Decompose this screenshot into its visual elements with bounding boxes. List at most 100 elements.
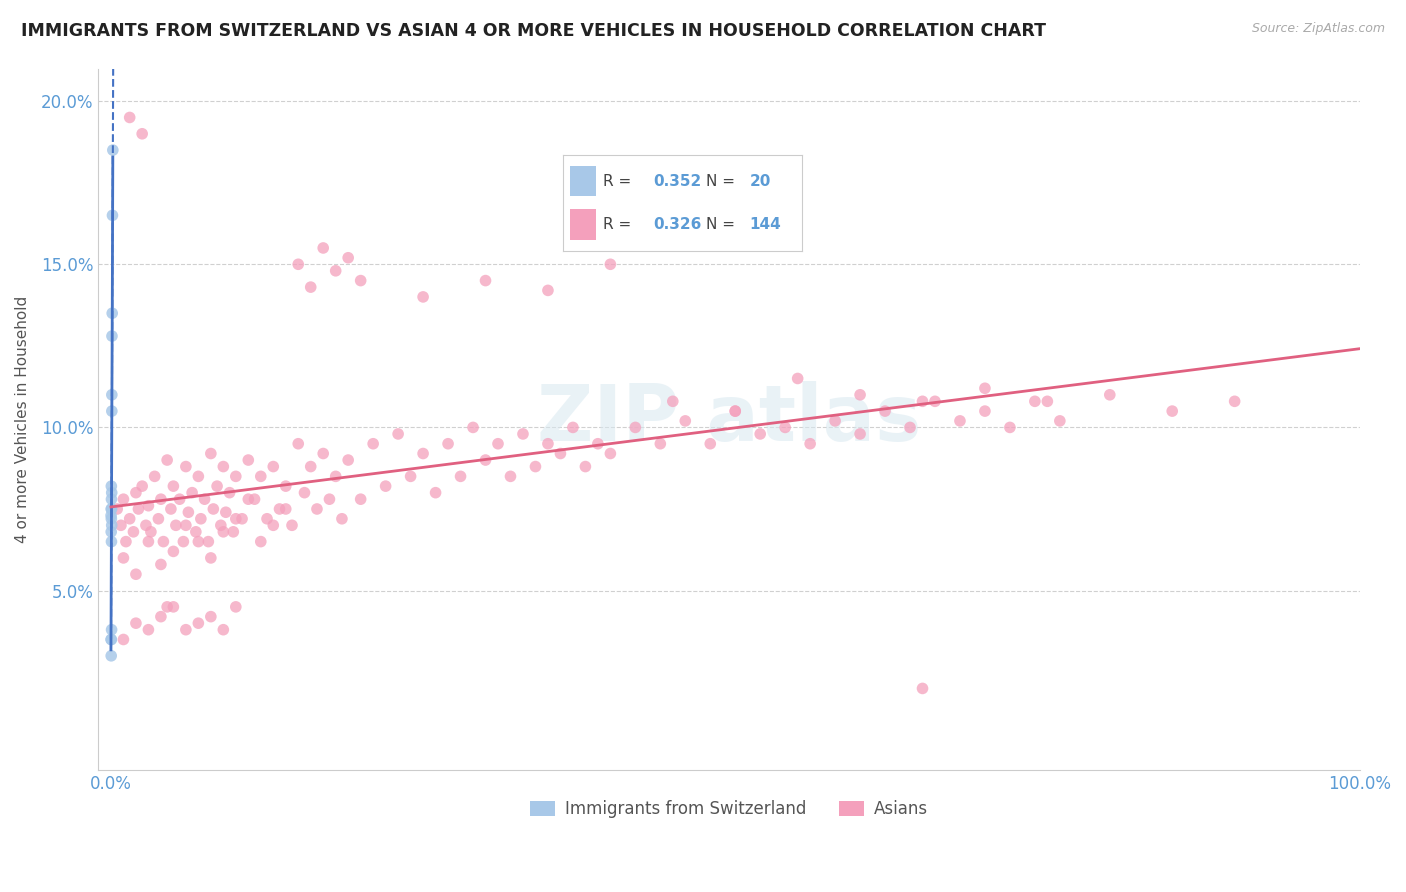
Point — [215, 505, 238, 519]
Point — [1098, 388, 1121, 402]
Point — [699, 436, 721, 450]
Text: IMMIGRANTS FROM SWITZERLAND VS ASIAN 4 OR MORE VEHICLES IN HOUSEHOLD CORRELATION: IMMIGRANTS FROM SWITZERLAND VS ASIAN 4 O… — [21, 22, 1046, 40]
Point — [998, 420, 1021, 434]
Point — [202, 502, 225, 516]
Point — [824, 414, 846, 428]
Point — [200, 550, 222, 565]
Point — [1161, 404, 1184, 418]
Point — [222, 524, 245, 539]
Point — [212, 459, 235, 474]
Point — [574, 459, 596, 474]
Point — [100, 623, 122, 637]
Point — [1024, 394, 1046, 409]
Point — [412, 446, 434, 460]
Point — [269, 502, 291, 516]
Point — [337, 453, 360, 467]
Point — [399, 469, 422, 483]
Point — [101, 329, 124, 343]
Point — [274, 502, 297, 516]
Point — [599, 446, 621, 460]
Point — [749, 426, 772, 441]
Point — [162, 479, 184, 493]
Point — [287, 257, 309, 271]
Point — [165, 518, 187, 533]
Point — [138, 534, 160, 549]
Point — [650, 436, 672, 450]
Point — [149, 609, 172, 624]
Point — [337, 251, 360, 265]
Point — [361, 436, 384, 450]
Point — [101, 388, 124, 402]
Point — [374, 479, 396, 493]
Point — [624, 420, 647, 434]
Point — [299, 280, 322, 294]
Point — [138, 623, 160, 637]
Point — [197, 534, 219, 549]
Point — [131, 479, 153, 493]
Point — [135, 518, 157, 533]
Point — [724, 404, 747, 418]
Point — [786, 371, 808, 385]
Point — [100, 648, 122, 663]
Point — [169, 492, 191, 507]
Point — [162, 544, 184, 558]
Point — [238, 453, 260, 467]
Point — [274, 479, 297, 493]
Point — [318, 492, 340, 507]
Point — [238, 492, 260, 507]
Point — [524, 459, 547, 474]
Point — [537, 284, 560, 298]
Point — [724, 404, 747, 418]
Point — [149, 492, 172, 507]
Point — [287, 436, 309, 450]
Text: 144: 144 — [749, 217, 782, 232]
Point — [262, 459, 284, 474]
Point — [177, 505, 200, 519]
Point — [143, 469, 166, 483]
Legend: Immigrants from Switzerland, Asians: Immigrants from Switzerland, Asians — [523, 794, 935, 825]
Point — [325, 264, 347, 278]
Point — [152, 534, 174, 549]
Point — [101, 404, 124, 418]
Y-axis label: 4 or more Vehicles in Household: 4 or more Vehicles in Household — [15, 295, 30, 543]
Point — [156, 453, 179, 467]
Point — [873, 404, 896, 418]
Text: N =: N = — [706, 217, 735, 232]
Point — [115, 534, 138, 549]
Point — [450, 469, 472, 483]
Point — [773, 420, 796, 434]
Point — [437, 436, 460, 450]
Point — [299, 459, 322, 474]
Point — [225, 469, 247, 483]
Point — [1223, 394, 1246, 409]
Point — [499, 469, 522, 483]
Text: 0.352: 0.352 — [654, 174, 702, 188]
Point — [486, 436, 509, 450]
Point — [949, 414, 972, 428]
Point — [118, 111, 141, 125]
Point — [1049, 414, 1071, 428]
Point — [799, 436, 821, 450]
Point — [249, 469, 271, 483]
Point — [138, 499, 160, 513]
Point — [100, 502, 122, 516]
Point — [425, 485, 447, 500]
Point — [174, 623, 197, 637]
Point — [281, 518, 304, 533]
Point — [474, 453, 496, 467]
Point — [181, 485, 204, 500]
Point — [209, 518, 232, 533]
Point — [911, 394, 934, 409]
Point — [550, 446, 572, 460]
Point — [561, 420, 583, 434]
Point — [100, 508, 122, 523]
Point — [330, 512, 353, 526]
Point — [212, 524, 235, 539]
Text: Source: ZipAtlas.com: Source: ZipAtlas.com — [1251, 22, 1385, 36]
Point — [1036, 394, 1059, 409]
Point — [100, 632, 122, 647]
Point — [172, 534, 194, 549]
Point — [974, 381, 997, 395]
Text: 0.326: 0.326 — [654, 217, 702, 232]
Point — [200, 446, 222, 460]
